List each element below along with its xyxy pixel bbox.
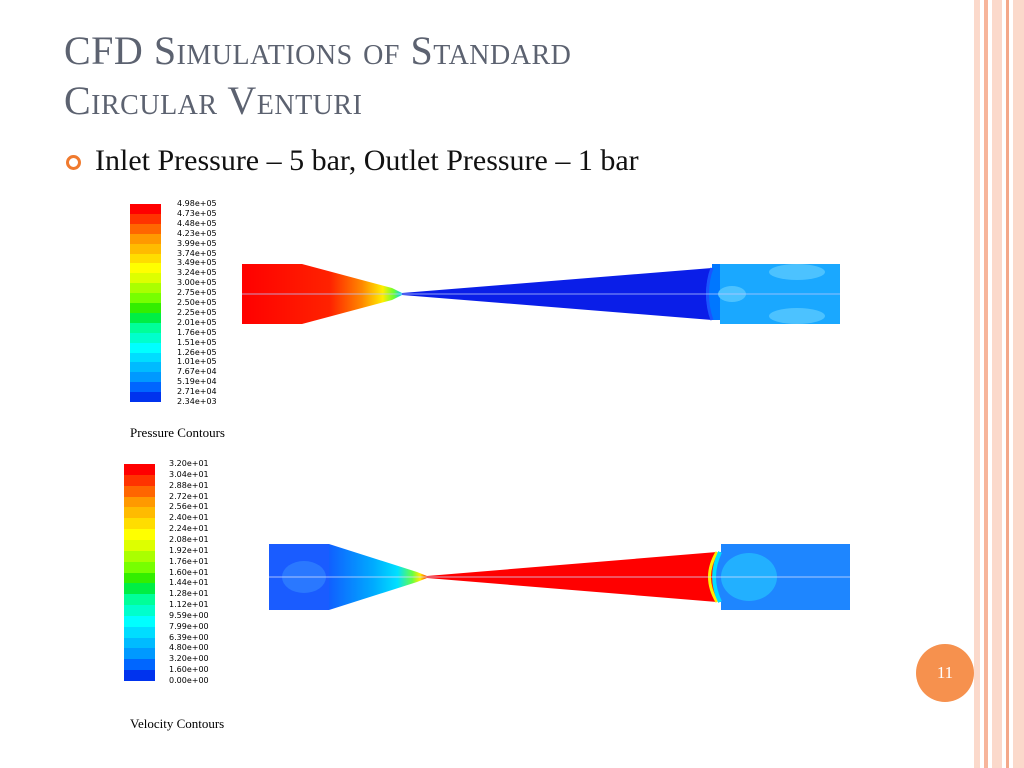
velocity-legend-swatch [124, 474, 155, 487]
pressure-legend-label: 2.71e+04 [177, 387, 217, 397]
pressure-legend-swatch [130, 392, 161, 403]
velocity-legend-swatch [124, 605, 155, 617]
velocity-legend-label: 1.60e+00 [169, 665, 209, 675]
velocity-legend-label: 0.00e+00 [169, 676, 209, 685]
title-line-1: CFD Simulations of Standard [64, 28, 572, 73]
velocity-legend-swatch [124, 485, 155, 498]
velocity-legend-label: 2.56e+01 [169, 502, 209, 512]
pressure-legend-label: 2.25e+05 [177, 307, 217, 317]
velocity-legend-swatch [124, 670, 155, 682]
pressure-legend-label: 4.48e+05 [177, 218, 217, 228]
velocity-legend-swatch [124, 615, 155, 628]
velocity-caption: Velocity Contours [130, 716, 225, 731]
velocity-legend-label: 2.88e+01 [169, 480, 209, 490]
velocity-legend-label: 7.99e+00 [169, 621, 209, 631]
pressure-legend-label: 4.98e+05 [177, 199, 217, 208]
velocity-legend-swatch [124, 637, 155, 649]
pressure-legend-swatch [130, 253, 161, 264]
velocity-legend-label: 1.28e+01 [169, 589, 209, 599]
velocity-legend-swatch [124, 626, 155, 639]
pressure-caption: Pressure Contours [130, 425, 225, 440]
velocity-legend-label: 3.20e+01 [169, 459, 209, 468]
velocity-legend-swatch [124, 507, 155, 519]
pressure-legend-swatch [130, 372, 161, 383]
pressure-legend-swatch [130, 233, 161, 245]
pressure-legend-label: 4.23e+05 [177, 228, 217, 238]
pressure-legend-label: 3.49e+05 [177, 258, 217, 268]
velocity-legend-swatch [124, 496, 155, 508]
pressure-legend-swatch [130, 322, 161, 334]
pressure-legend-swatch [130, 204, 161, 215]
pressure-legend-swatch [130, 263, 161, 274]
pressure-legend-swatch [130, 332, 161, 344]
pressure-legend-label: 2.50e+05 [177, 298, 217, 307]
velocity-legend-swatch [124, 572, 155, 584]
velocity-legend-swatch [124, 539, 155, 552]
pressure-contour-plot [242, 264, 840, 324]
velocity-legend-label: 3.20e+00 [169, 654, 209, 664]
slide-title: CFD Simulations of Standard Circular Ven… [64, 26, 944, 126]
velocity-legend-swatch [124, 561, 155, 573]
velocity-legend-label: 4.80e+00 [169, 643, 209, 653]
velocity-legend-swatch [124, 529, 155, 541]
velocity-contour-plot [269, 544, 850, 610]
velocity-legend-label: 6.39e+00 [169, 632, 209, 642]
velocity-legend-swatch [124, 464, 155, 476]
velocity-legend-label: 9.59e+00 [169, 610, 209, 620]
pressure-legend-swatch [130, 362, 161, 373]
pressure-legend-label: 7.67e+04 [177, 367, 217, 377]
pressure-legend-label: 3.99e+05 [177, 238, 217, 248]
velocity-legend-swatch [124, 583, 155, 595]
pressure-legend: 4.98e+05 4.73e+05 4.48e+05 4.23e+05 3.99e+05… [130, 199, 250, 411]
pressure-legend-label: 4.73e+05 [177, 208, 217, 218]
velocity-legend: 3.20e+01 3.04e+01 2.88e+01 2.72e+01 2.56e+01… [124, 459, 244, 689]
bullet-circle-icon [66, 154, 81, 170]
velocity-legend-swatch [124, 594, 155, 606]
pressure-legend-swatch [130, 283, 161, 294]
velocity-legend-label: 1.60e+01 [169, 567, 209, 577]
pressure-legend-label: 1.51e+05 [177, 337, 217, 347]
pressure-legend-label: 2.01e+05 [177, 317, 217, 327]
pressure-legend-label: 3.24e+05 [177, 268, 217, 278]
velocity-legend-label: 2.40e+01 [169, 513, 209, 523]
velocity-legend-swatch [124, 648, 155, 660]
pressure-legend-swatch [130, 342, 161, 353]
pressure-legend-swatch [130, 352, 161, 363]
pressure-legend-swatch [130, 303, 161, 314]
pressure-legend-label: 2.34e+03 [177, 397, 217, 406]
velocity-legend-label: 1.76e+01 [169, 556, 209, 566]
bullet-item: Inlet Pressure – 5 bar, Outlet Pressure … [66, 144, 639, 178]
pressure-legend-swatch [130, 243, 161, 254]
bullet-text: Inlet Pressure – 5 bar, Outlet Pressure … [95, 144, 639, 177]
velocity-legend-label: 1.44e+01 [169, 578, 209, 588]
pressure-legend-swatch [130, 213, 161, 225]
pressure-legend-label: 5.19e+04 [177, 377, 217, 387]
velocity-legend-label: 3.04e+01 [169, 469, 209, 479]
pressure-legend-swatch [130, 293, 161, 304]
pressure-legend-label: 3.00e+05 [177, 278, 217, 288]
velocity-legend-label: 1.12e+01 [169, 600, 209, 610]
title-line-2: Circular Venturi [64, 78, 363, 123]
pressure-legend-label: 1.76e+05 [177, 327, 217, 337]
pressure-legend-swatch [130, 312, 161, 324]
velocity-legend-swatch [124, 659, 155, 671]
velocity-legend-swatch [124, 550, 155, 563]
velocity-legend-label: 2.72e+01 [169, 491, 209, 501]
pressure-legend-swatch [130, 382, 161, 393]
decorative-stripes [974, 0, 1024, 768]
velocity-legend-swatch [124, 518, 155, 530]
pressure-legend-label: 1.01e+05 [177, 357, 217, 367]
pressure-legend-label: 1.26e+05 [177, 347, 217, 357]
velocity-legend-label: 2.08e+01 [169, 534, 209, 544]
pressure-legend-label: 3.74e+05 [177, 248, 217, 258]
page-number-badge: 11 [916, 644, 974, 702]
pressure-legend-label: 2.75e+05 [177, 288, 217, 298]
pressure-legend-swatch [130, 223, 161, 235]
pressure-legend-swatch [130, 273, 161, 284]
velocity-legend-label: 1.92e+01 [169, 545, 209, 555]
velocity-legend-label: 2.24e+01 [169, 524, 209, 534]
